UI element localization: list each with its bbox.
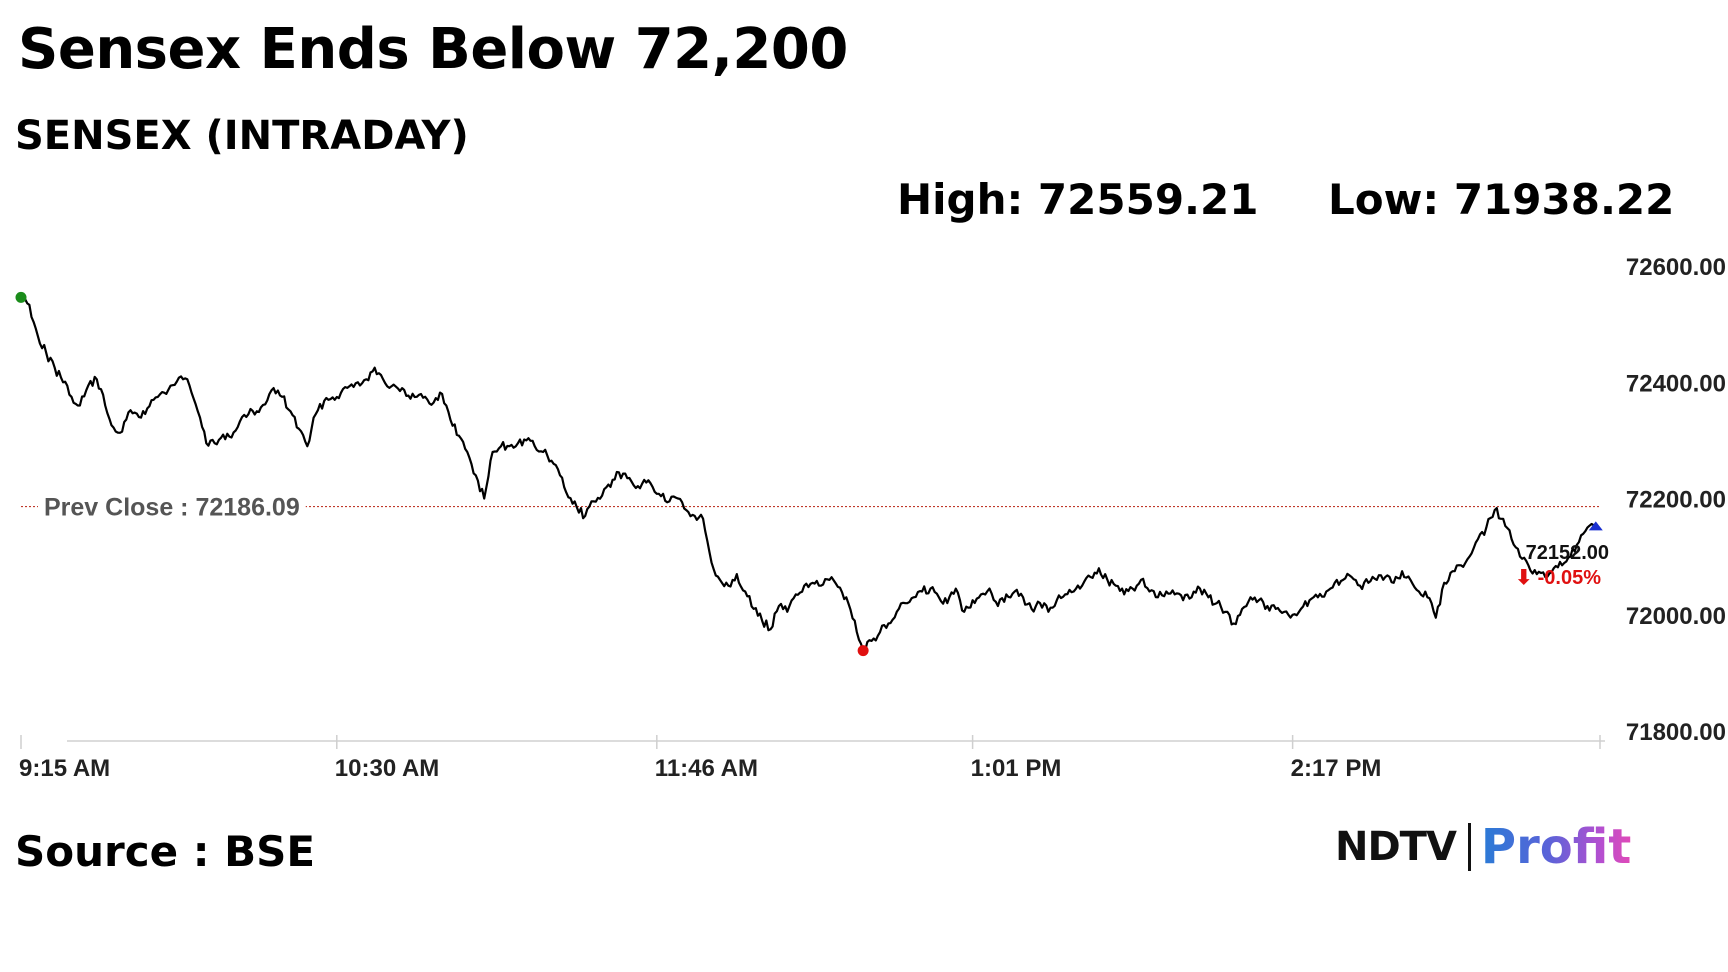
x-tick-label: 2:17 PM: [1291, 755, 1382, 782]
source-note: Source : BSE: [15, 827, 316, 876]
x-tick-label: 1:01 PM: [971, 755, 1062, 782]
chart-title: SENSEX (INTRADAY): [15, 113, 469, 159]
last-price-label: 72152.00: [1526, 542, 1609, 564]
prev-close-label: Prev Close : 72186.09: [44, 494, 300, 522]
y-tick-label: 71800.00: [1626, 719, 1726, 746]
x-tick-label: 11:46 AM: [655, 755, 758, 782]
open-marker: [15, 291, 27, 303]
low-value: Low: 71938.22: [1328, 175, 1675, 224]
prev-close-label-bg: [38, 491, 306, 524]
price-line: [20, 296, 1597, 652]
day-low-marker: [857, 645, 869, 657]
change-percent-label: ⬇ -0.05%: [1515, 567, 1601, 589]
intraday-line-chart: 72600.00 72400.00 72200.00 72000.00 71800.00…: [15, 254, 1726, 782]
last-price-marker: [1588, 521, 1603, 531]
logo-ndtv-text: NDTV: [1335, 824, 1457, 870]
high-value: High: 72559.21: [897, 175, 1259, 224]
y-tick-label: 72600.00: [1626, 254, 1726, 281]
x-tick-label: 10:30 AM: [335, 755, 439, 782]
logo-profit-text: Profit: [1480, 819, 1632, 875]
y-tick-label: 72400.00: [1626, 370, 1726, 397]
headline: Sensex Ends Below 72,200: [18, 17, 848, 82]
logo-divider: [1467, 823, 1471, 871]
ndtv-profit-logo: NDTV Profit: [1335, 817, 1631, 877]
x-tick-label: 9:15 AM: [19, 755, 110, 782]
y-tick-label: 72000.00: [1626, 603, 1726, 630]
y-tick-label: 72200.00: [1626, 487, 1726, 514]
